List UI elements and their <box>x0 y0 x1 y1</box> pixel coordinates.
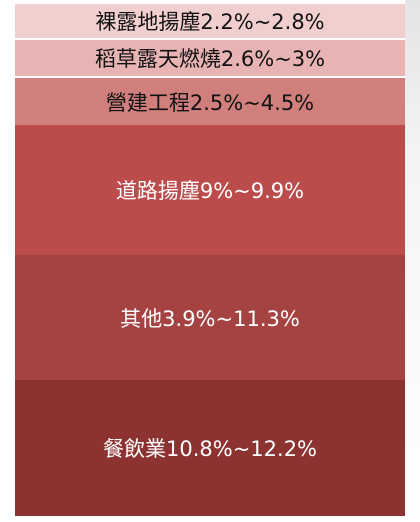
block: 餐飲業10.8%~12.2% <box>15 380 405 516</box>
background-strip <box>405 0 420 522</box>
block: 稻草露天燃燒2.6%~3% <box>15 40 405 76</box>
block-stack: 裸露地揚塵2.2%~2.8% 稻草露天燃燒2.6%~3% 營建工程2.5%~4.… <box>15 4 405 516</box>
block: 裸露地揚塵2.2%~2.8% <box>15 4 405 38</box>
block: 其他3.9%~11.3% <box>15 255 405 380</box>
block: 道路揚塵9%~9.9% <box>15 125 405 255</box>
block: 營建工程2.5%~4.5% <box>15 78 405 125</box>
